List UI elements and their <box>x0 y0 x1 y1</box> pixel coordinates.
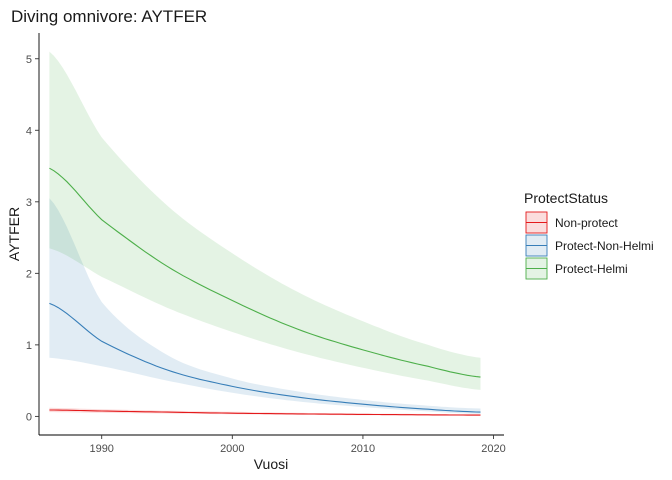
legend-item-non-protect: Non-protect <box>525 211 618 234</box>
legend-title: ProtectStatus <box>524 190 608 206</box>
line-protect-non-helmi <box>49 302 481 413</box>
x-tick-label: 2020 <box>481 443 505 455</box>
band-non-protect <box>49 407 481 416</box>
legend-label-protect-non-helmi: Protect-Non-Helmi <box>555 239 654 253</box>
band-protect-non-helmi <box>49 198 481 414</box>
line-non-protect <box>49 409 481 416</box>
x-tick-label: 2010 <box>351 443 375 455</box>
legend-item-protect-non-helmi: Protect-Non-Helmi <box>525 234 654 257</box>
legend-item-protect-helmi: Protect-Helmi <box>525 257 628 280</box>
x-axis-title: Vuosi <box>254 456 289 472</box>
series-lines <box>49 167 481 416</box>
legend-label-protect-helmi: Protect-Helmi <box>555 262 628 276</box>
x-axis-ticks: 1990 2000 2010 2020 <box>89 435 506 455</box>
legend: ProtectStatus Non-protect Protect-Non-Hel… <box>524 190 654 280</box>
y-tick-label: 2 <box>26 268 32 280</box>
legend-label-non-protect: Non-protect <box>555 216 618 230</box>
y-tick-label: 4 <box>26 125 32 137</box>
confidence-bands <box>49 51 481 416</box>
line-protect-helmi <box>49 167 481 378</box>
x-tick-label: 2000 <box>220 443 244 455</box>
chart-title: Diving omnivore: AYTFER <box>11 7 207 26</box>
y-tick-label: 5 <box>26 54 32 66</box>
y-axis-title: AYTFER <box>6 207 22 261</box>
y-tick-label: 0 <box>26 411 32 423</box>
x-tick-label: 1990 <box>89 443 113 455</box>
band-protect-helmi <box>49 51 481 390</box>
y-tick-label: 3 <box>26 197 32 209</box>
y-axis-ticks: 0 1 2 3 4 5 <box>26 54 39 423</box>
y-tick-label: 1 <box>26 340 32 352</box>
